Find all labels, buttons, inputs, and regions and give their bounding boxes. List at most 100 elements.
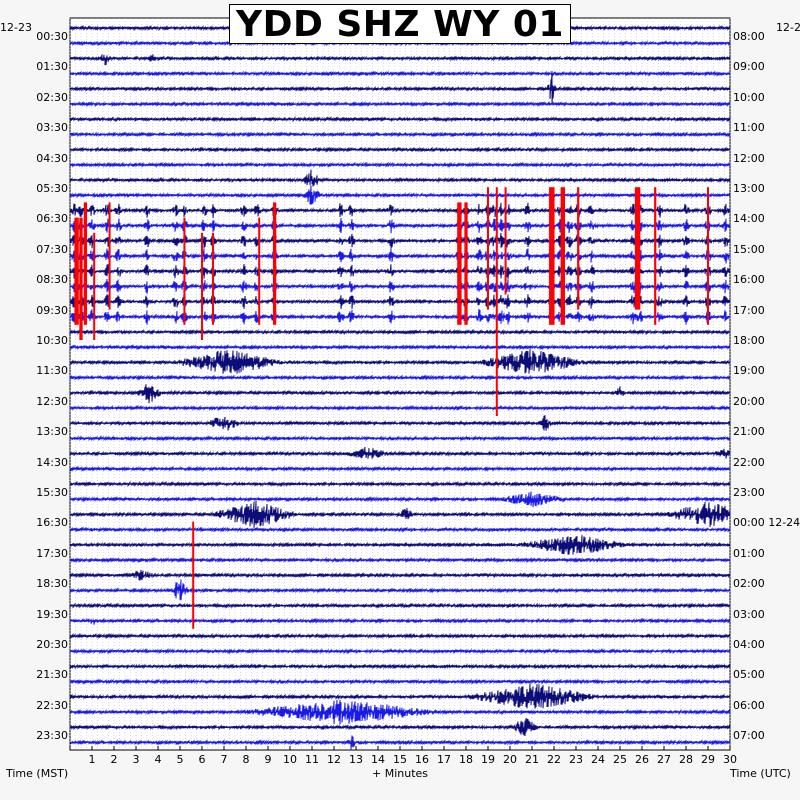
left-tick-label: 10:30 xyxy=(36,334,68,347)
left-tick-label: 17:30 xyxy=(36,546,68,560)
x-tick-label: 7 xyxy=(220,753,228,766)
clip-mark xyxy=(108,202,111,310)
x-tick-label: 22 xyxy=(547,753,561,766)
trace-9 xyxy=(69,161,731,169)
right-tick-label: 04:00 xyxy=(733,638,765,651)
left-tick-label: 13:30 xyxy=(36,425,68,439)
right-tick-label: 13:00 xyxy=(733,182,765,195)
right-tick-label: 21:00 xyxy=(733,425,765,439)
trace-4 xyxy=(69,70,731,105)
x-tick-label: 30 xyxy=(723,753,737,766)
x-tick-label: 9 xyxy=(264,753,272,766)
trace-40 xyxy=(69,632,731,640)
x-tick-label: 16 xyxy=(415,753,429,766)
chart-title: YDD SHZ WY 01 xyxy=(229,4,571,45)
right-tick-label: 20:00 xyxy=(733,394,765,408)
clip-mark xyxy=(504,187,507,295)
left-tick-label: 00:30 xyxy=(36,30,68,43)
x-axis-label: + Minutes xyxy=(372,767,429,780)
trace-45 xyxy=(69,699,731,725)
clip-mark xyxy=(192,521,195,629)
x-tick-label: 29 xyxy=(701,753,715,766)
left-tick-label: 09:30 xyxy=(36,303,68,317)
x-tick-label: 23 xyxy=(569,753,583,766)
right-tick-label: 10:00 xyxy=(733,90,765,104)
trace-27 xyxy=(69,435,731,442)
x-tick-label: 20 xyxy=(503,753,517,766)
clip-mark xyxy=(83,202,88,325)
traces xyxy=(69,24,731,750)
trace-36 xyxy=(69,569,731,581)
clip-mark xyxy=(457,202,462,325)
right-tick-label: 14:00 xyxy=(733,212,765,226)
left-tick-label: 16:30 xyxy=(36,516,68,530)
trace-3 xyxy=(69,70,731,77)
right-tick-label: 06:00 xyxy=(733,698,765,712)
right-tick-label: 15:00 xyxy=(733,242,765,256)
trace-25 xyxy=(69,404,731,412)
clip-mark xyxy=(634,187,641,310)
trace-34 xyxy=(69,535,731,555)
grid xyxy=(69,18,731,750)
trace-8 xyxy=(69,146,731,153)
x-tick-label: 15 xyxy=(393,753,407,766)
clip-mark xyxy=(560,187,565,325)
trace-12 xyxy=(69,202,731,219)
trace-32 xyxy=(69,500,731,528)
x-tick-label: 4 xyxy=(154,753,162,766)
x-tick-label: 3 xyxy=(132,753,140,766)
x-tick-label: 21 xyxy=(525,753,539,766)
right-tick-label: 11:00 xyxy=(733,121,765,135)
trace-6 xyxy=(69,115,731,123)
left-tick-label: 06:30 xyxy=(36,212,68,226)
left-tick-label: 02:30 xyxy=(36,90,68,104)
right-tick-label: 19:00 xyxy=(733,364,765,378)
clip-mark xyxy=(495,187,498,416)
right-tick-label: 12:00 xyxy=(733,151,765,165)
date-left: 12-23 xyxy=(0,21,32,34)
trace-24 xyxy=(69,384,731,404)
trace-26 xyxy=(69,415,731,431)
trace-31 xyxy=(69,491,731,508)
right-tick-label: 16:00 xyxy=(733,273,765,287)
trace-17 xyxy=(69,278,731,295)
trace-19 xyxy=(69,308,731,325)
trace-10 xyxy=(69,169,731,187)
clip-mark xyxy=(183,217,186,325)
x-tick-label: 13 xyxy=(349,753,363,766)
x-tick-label: 18 xyxy=(459,753,473,766)
trace-42 xyxy=(69,663,731,670)
clip-mark xyxy=(487,187,489,310)
trace-23 xyxy=(69,374,731,381)
trace-28 xyxy=(69,446,731,459)
x-tick-label: 5 xyxy=(176,753,184,766)
x-tick-label: 6 xyxy=(198,753,206,766)
trace-11 xyxy=(69,185,731,205)
right-tick-label: 02:00 xyxy=(733,577,765,591)
trace-47 xyxy=(69,735,731,750)
x-tick-label: 19 xyxy=(481,753,495,766)
trace-5 xyxy=(69,100,731,108)
right-tick-label: 08:00 xyxy=(733,30,765,43)
left-tick-label: 18:30 xyxy=(36,577,68,591)
left-tick-label: 22:30 xyxy=(36,698,68,712)
right-tick-label: 23:00 xyxy=(733,486,765,499)
trace-35 xyxy=(69,556,731,564)
trace-41 xyxy=(69,647,731,655)
clip-mark xyxy=(74,217,79,325)
x-tick-label: 26 xyxy=(635,753,649,766)
x-ticks xyxy=(69,746,731,750)
left-tick-label: 12:30 xyxy=(36,394,68,408)
left-tick-label: 08:30 xyxy=(36,273,68,287)
trace-38 xyxy=(69,602,731,609)
clip-mark xyxy=(258,217,261,325)
trace-15 xyxy=(69,248,731,265)
trace-44 xyxy=(69,683,731,709)
left-tick-label: 23:30 xyxy=(36,729,68,743)
left-tick-label: 14:30 xyxy=(36,455,68,469)
x-tick-label: 12 xyxy=(327,753,341,766)
right-tick-label: 00:00 12-24 xyxy=(733,516,800,530)
x-tick-label: 17 xyxy=(437,753,451,766)
left-tick-label: 05:30 xyxy=(36,182,68,195)
